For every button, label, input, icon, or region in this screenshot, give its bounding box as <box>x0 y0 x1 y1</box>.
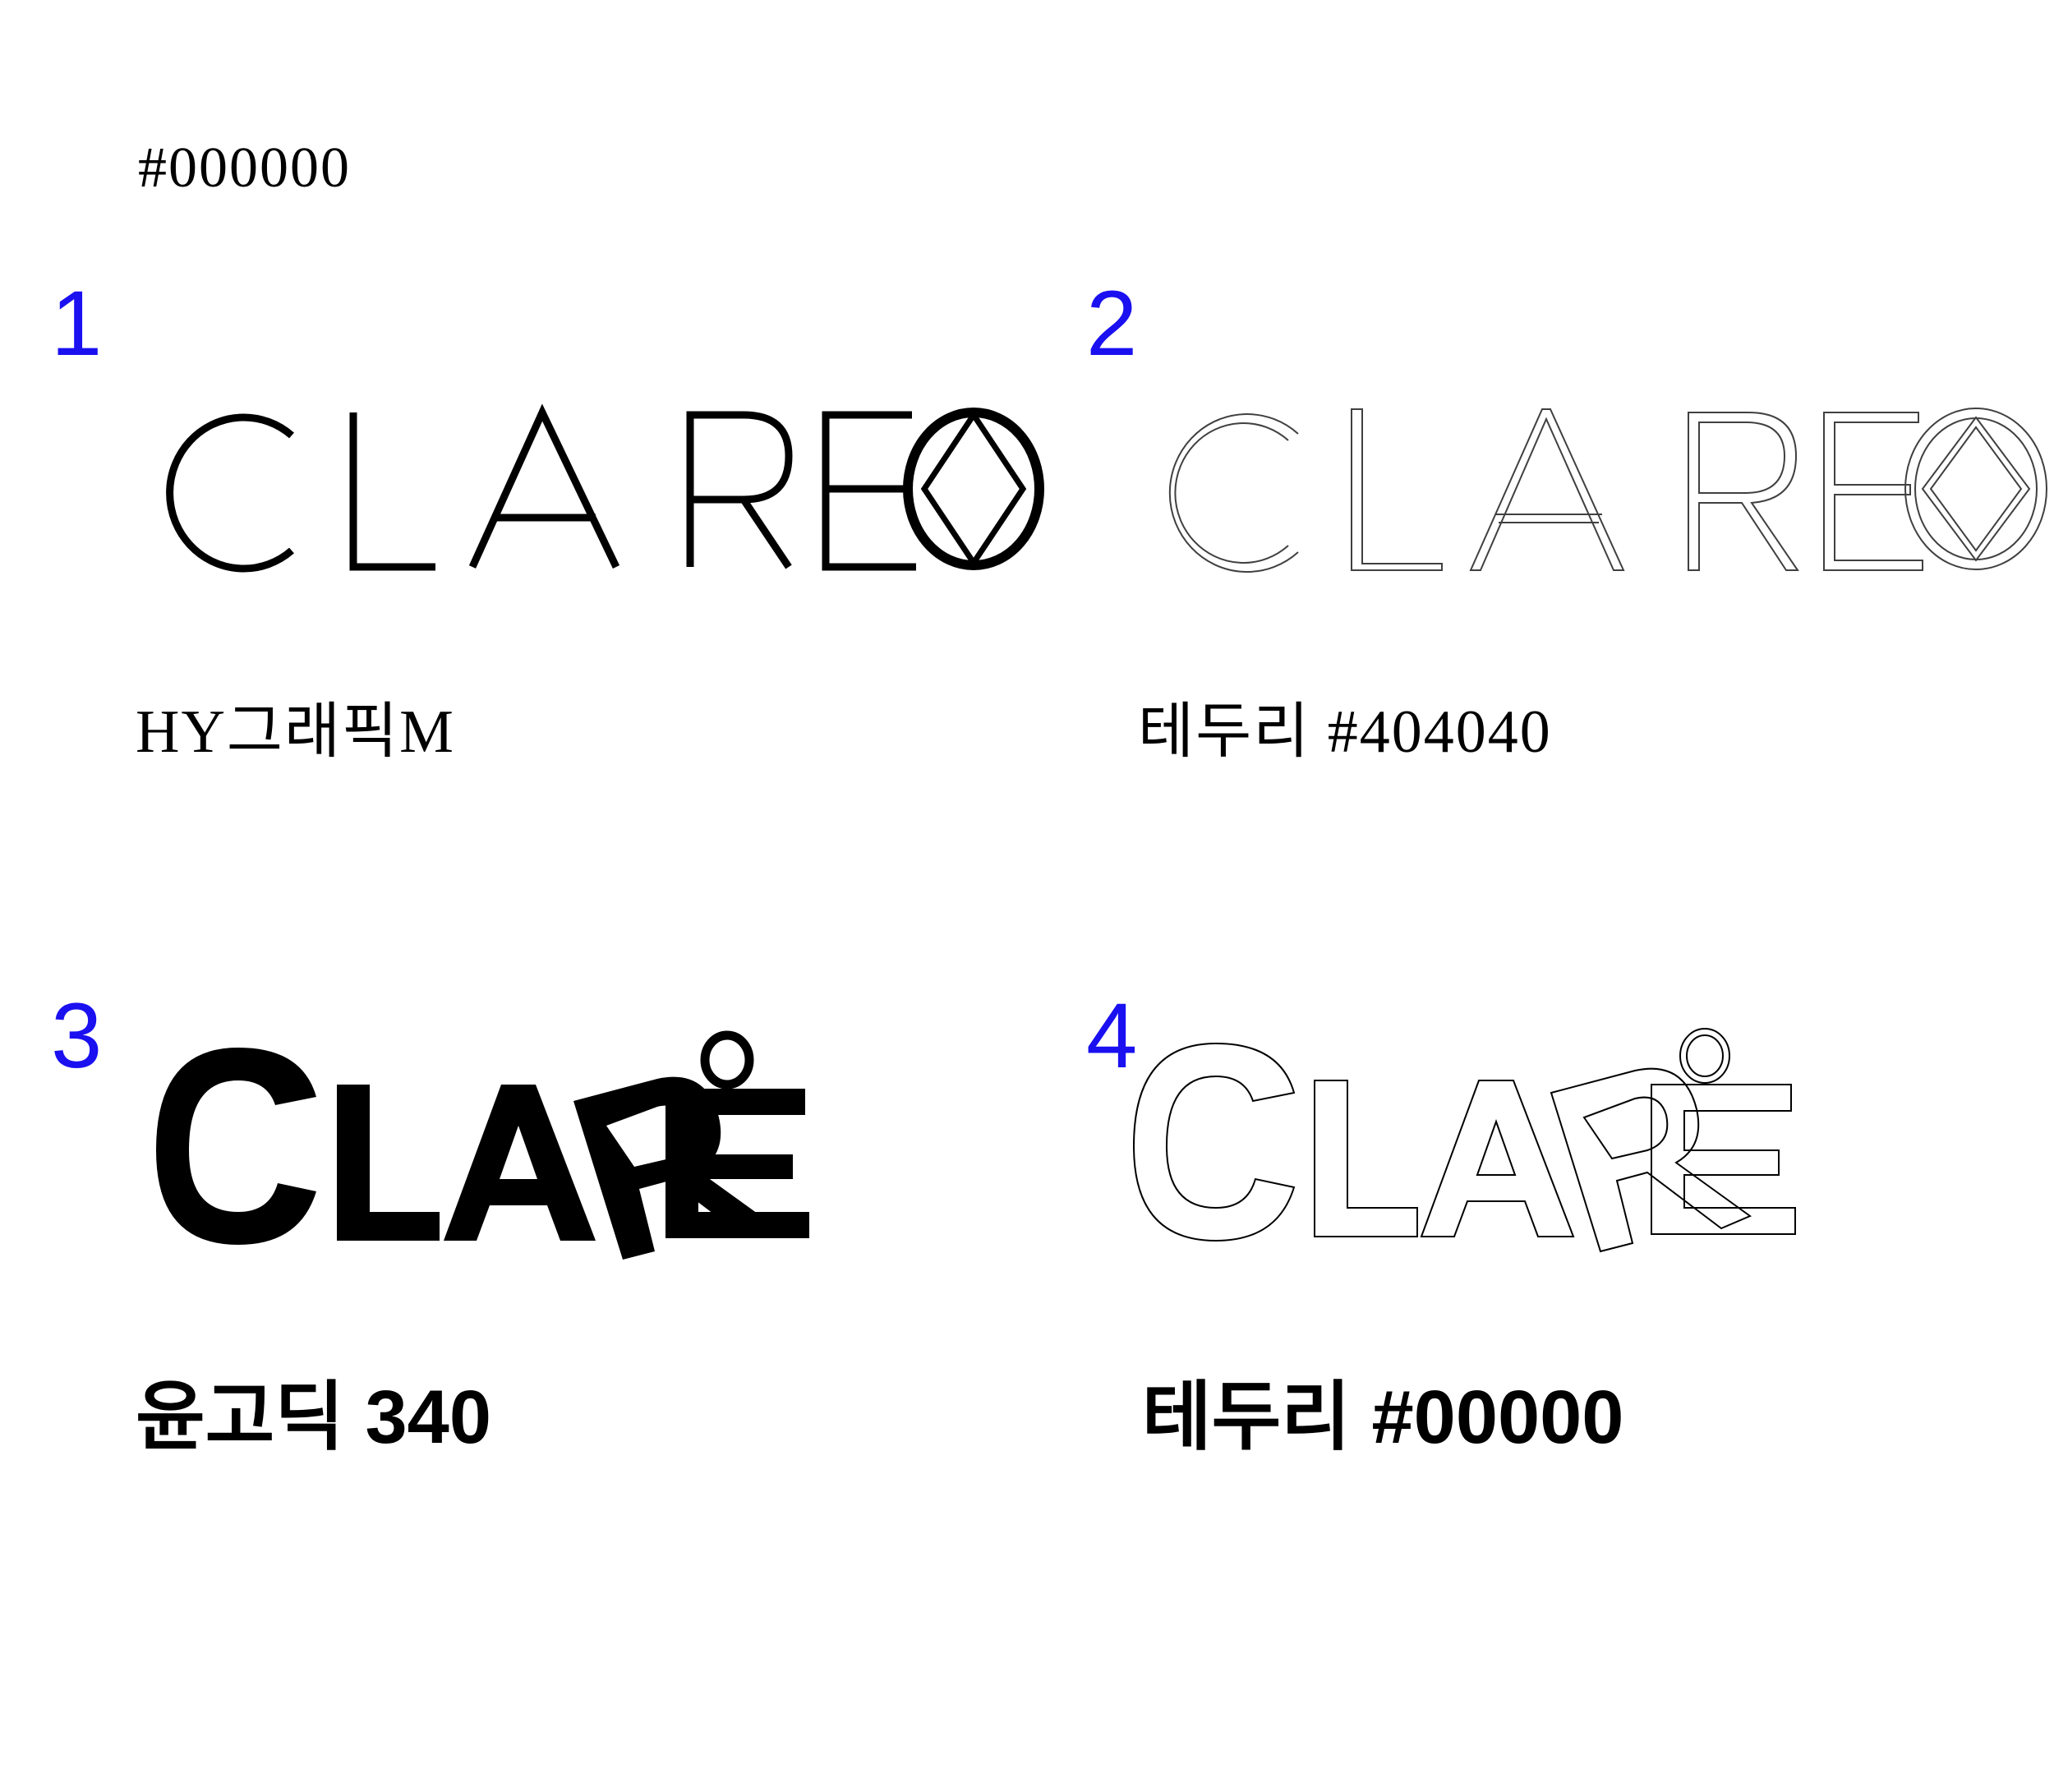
logo-clareo-thin-filled <box>166 403 1044 573</box>
caption-3: 윤고딕 340 <box>136 1375 491 1459</box>
variant-number-2: 2 <box>1086 272 1138 375</box>
variant-number-4: 4 <box>1086 984 1138 1087</box>
logo-clare-bold-outline <box>1132 1028 1796 1253</box>
logo-clareo-thin-outline <box>1168 408 2047 573</box>
caption-2: 테두리 #404040 <box>1138 698 1552 766</box>
variant-number-3: 3 <box>51 984 103 1087</box>
caption-4: 테두리 #00000 <box>1142 1375 1624 1459</box>
color-code-label: #000000 <box>138 136 351 200</box>
variant-number-1: 1 <box>51 272 103 375</box>
logo-clare-bold-filled <box>156 1030 809 1260</box>
caption-1: HY그래픽M <box>136 698 455 766</box>
